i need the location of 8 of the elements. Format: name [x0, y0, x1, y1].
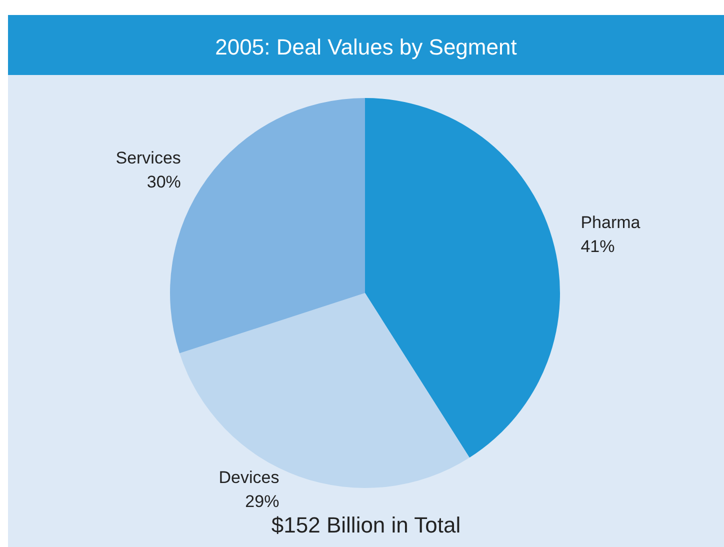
text: $152 Billion in Total [271, 512, 461, 538]
slice-label: Devices [218, 468, 280, 488]
slice-label: Services [116, 148, 181, 168]
slice-label: Pharma [580, 213, 641, 232]
data-label: 29% [245, 492, 280, 512]
chart-title: 2005: Deal Values by Segment [215, 34, 517, 60]
data-label: 30% [146, 172, 181, 192]
data-label: 41% [580, 237, 615, 256]
